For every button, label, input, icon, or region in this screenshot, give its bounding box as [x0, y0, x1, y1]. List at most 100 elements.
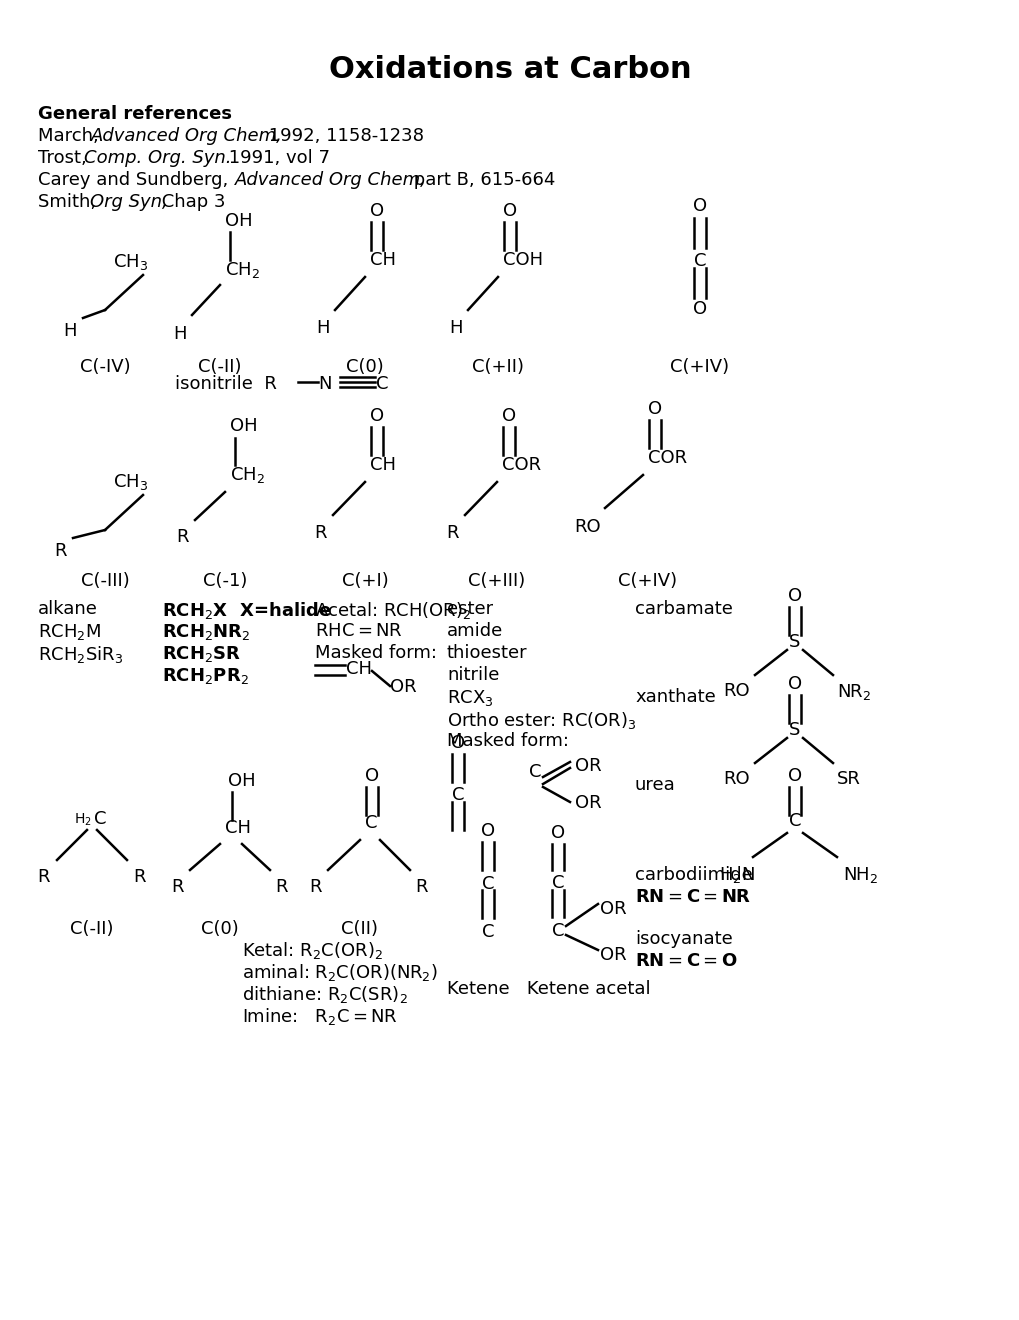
Text: R: R [446, 524, 459, 543]
Text: R: R [176, 528, 190, 546]
Text: S: S [789, 634, 800, 651]
Text: thioester: thioester [446, 644, 527, 663]
Text: OR: OR [599, 900, 626, 917]
Text: RCX$_3$: RCX$_3$ [446, 688, 493, 708]
Text: C(+III): C(+III) [468, 572, 525, 590]
Text: Carey and Sundberg,: Carey and Sundberg, [38, 172, 233, 189]
Text: C: C [481, 923, 494, 941]
Text: C: C [94, 810, 106, 828]
Text: CH: CH [370, 251, 395, 269]
Text: NR$_2$: NR$_2$ [837, 682, 870, 702]
Text: OR: OR [575, 795, 601, 812]
Text: OH: OH [225, 213, 253, 230]
Text: C(-II): C(-II) [198, 358, 242, 376]
Text: OR: OR [599, 946, 626, 964]
Text: C: C [528, 763, 541, 781]
Text: Ketal: R$_2$C(OR)$_2$: Ketal: R$_2$C(OR)$_2$ [242, 940, 383, 961]
Text: RCH$_2$X  X=halide: RCH$_2$X X=halide [162, 601, 331, 620]
Text: O: O [370, 202, 384, 220]
Text: R: R [315, 524, 327, 543]
Text: RCH$_2$PR$_2$: RCH$_2$PR$_2$ [162, 667, 249, 686]
Text: O: O [370, 407, 384, 425]
Text: C(+I): C(+I) [341, 572, 388, 590]
Text: Ketene   Ketene acetal: Ketene Ketene acetal [446, 979, 650, 998]
Text: aminal: R$_2$C(OR)(NR$_2$): aminal: R$_2$C(OR)(NR$_2$) [242, 962, 437, 983]
Text: General references: General references [38, 106, 231, 123]
Text: R: R [171, 878, 184, 896]
Text: C: C [788, 812, 801, 830]
Text: CH$_3$: CH$_3$ [113, 252, 148, 272]
Text: CH: CH [370, 455, 395, 474]
Text: COH: COH [502, 251, 542, 269]
Text: urea: urea [635, 776, 675, 795]
Text: ester: ester [446, 601, 492, 618]
Text: dithiane: R$_2$C(SR)$_2$: dithiane: R$_2$C(SR)$_2$ [242, 983, 408, 1005]
Text: O: O [787, 767, 801, 785]
Text: Smith,: Smith, [38, 193, 102, 211]
Text: Trost,: Trost, [38, 149, 93, 168]
Text: H: H [63, 322, 76, 341]
Text: RO: RO [722, 682, 750, 700]
Text: amide: amide [446, 622, 502, 640]
Text: C(-II): C(-II) [70, 920, 114, 939]
Text: isonitrile  R: isonitrile R [175, 375, 276, 393]
Text: CH: CH [225, 818, 251, 837]
Text: C(+IV): C(+IV) [669, 358, 729, 376]
Text: CH$_2$: CH$_2$ [225, 260, 260, 280]
Text: Acetal: RCH(OR)$_2$: Acetal: RCH(OR)$_2$ [315, 601, 471, 620]
Text: Masked form:: Masked form: [446, 733, 569, 750]
Text: C(+IV): C(+IV) [618, 572, 677, 590]
Text: O: O [502, 202, 517, 220]
Text: O: O [501, 407, 516, 425]
Text: NH$_2$: NH$_2$ [842, 865, 877, 884]
Text: O: O [692, 197, 706, 215]
Text: O: O [647, 400, 661, 418]
Text: OH: OH [229, 417, 258, 436]
Text: RN$=$C$=$O: RN$=$C$=$O [635, 952, 737, 970]
Text: OH: OH [228, 772, 256, 789]
Text: Advanced Org Chem,: Advanced Org Chem, [91, 127, 282, 145]
Text: nitrile: nitrile [446, 667, 499, 684]
Text: Chap 3: Chap 3 [156, 193, 225, 211]
Text: RN$=$C$=$NR: RN$=$C$=$NR [635, 888, 751, 906]
Text: C: C [481, 875, 494, 894]
Text: Masked form:: Masked form: [315, 644, 436, 663]
Text: SR: SR [837, 770, 860, 788]
Text: H: H [316, 319, 329, 337]
Text: N: N [318, 375, 331, 393]
Text: H: H [173, 325, 186, 343]
Text: alkane: alkane [38, 601, 98, 618]
Text: OR: OR [575, 756, 601, 775]
Text: Org Syn,: Org Syn, [90, 193, 167, 211]
Text: C(0): C(0) [345, 358, 383, 376]
Text: O: O [450, 734, 465, 752]
Text: O: O [481, 822, 494, 840]
Text: C: C [365, 814, 377, 832]
Text: R: R [275, 878, 288, 896]
Text: Oxidations at Carbon: Oxidations at Carbon [328, 55, 691, 84]
Text: O: O [365, 767, 379, 785]
Text: RCH$_2$M: RCH$_2$M [38, 622, 101, 642]
Text: Advanced Org Chem,: Advanced Org Chem, [234, 172, 427, 189]
Text: C(II): C(II) [341, 920, 378, 939]
Text: R: R [54, 543, 67, 560]
Text: COR: COR [647, 449, 687, 467]
Text: March,: March, [38, 127, 104, 145]
Text: C(0): C(0) [201, 920, 238, 939]
Text: CH: CH [345, 660, 372, 678]
Text: RCH$_2$NR$_2$: RCH$_2$NR$_2$ [162, 622, 250, 642]
Text: COR: COR [501, 455, 541, 474]
Text: C(+II): C(+II) [472, 358, 524, 376]
Text: Comp. Org. Syn.: Comp. Org. Syn. [84, 149, 231, 168]
Text: S: S [789, 721, 800, 739]
Text: H: H [448, 319, 463, 337]
Text: Ortho ester: RC(OR)$_3$: Ortho ester: RC(OR)$_3$ [446, 710, 636, 731]
Text: O: O [550, 824, 565, 842]
Text: RCH$_2$SiR$_3$: RCH$_2$SiR$_3$ [38, 644, 123, 665]
Text: xanthate: xanthate [635, 688, 715, 706]
Text: C: C [551, 921, 564, 940]
Text: C(-1): C(-1) [203, 572, 247, 590]
Text: 1991, vol 7: 1991, vol 7 [223, 149, 330, 168]
Text: RO: RO [574, 517, 601, 536]
Text: 1992, 1158-1238: 1992, 1158-1238 [263, 127, 424, 145]
